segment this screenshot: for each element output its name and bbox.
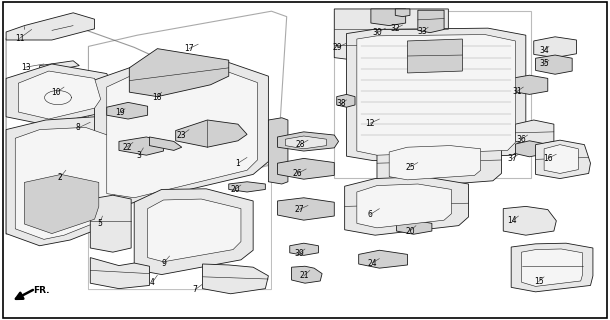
- Text: 7: 7: [193, 285, 198, 294]
- Text: 3: 3: [137, 151, 142, 160]
- Polygon shape: [359, 250, 407, 268]
- Polygon shape: [511, 243, 593, 292]
- Text: 2: 2: [57, 173, 62, 182]
- Text: 39: 39: [294, 249, 304, 258]
- Polygon shape: [229, 182, 265, 192]
- Text: 18: 18: [152, 93, 162, 102]
- Text: 31: 31: [512, 87, 522, 96]
- Text: 34: 34: [539, 46, 549, 55]
- Polygon shape: [176, 120, 247, 147]
- Polygon shape: [15, 127, 115, 239]
- Text: 16: 16: [543, 154, 553, 163]
- Polygon shape: [377, 140, 501, 187]
- Text: 8: 8: [76, 124, 81, 132]
- Text: 33: 33: [417, 28, 427, 36]
- Text: 12: 12: [365, 119, 375, 128]
- Polygon shape: [536, 55, 572, 74]
- Polygon shape: [534, 37, 576, 58]
- Polygon shape: [544, 145, 578, 173]
- Polygon shape: [24, 174, 99, 234]
- Polygon shape: [149, 137, 182, 150]
- Text: 37: 37: [508, 154, 517, 163]
- Polygon shape: [107, 102, 148, 119]
- Text: 27: 27: [294, 205, 304, 214]
- Polygon shape: [371, 9, 406, 26]
- Text: 19: 19: [115, 108, 124, 117]
- Polygon shape: [268, 118, 288, 184]
- Polygon shape: [90, 258, 149, 289]
- Text: 35: 35: [539, 60, 549, 68]
- Text: 22: 22: [122, 143, 132, 152]
- Polygon shape: [129, 49, 229, 97]
- Text: 20: 20: [230, 185, 240, 194]
- Text: 6: 6: [368, 210, 373, 219]
- Polygon shape: [395, 9, 410, 17]
- Polygon shape: [290, 243, 318, 255]
- Text: 17: 17: [184, 44, 194, 53]
- Text: 32: 32: [390, 24, 400, 33]
- Text: 14: 14: [508, 216, 517, 225]
- Polygon shape: [148, 199, 241, 262]
- Text: 11: 11: [15, 34, 24, 43]
- Polygon shape: [511, 75, 548, 94]
- Polygon shape: [278, 158, 334, 179]
- Polygon shape: [357, 184, 451, 228]
- Polygon shape: [292, 266, 322, 283]
- Text: 36: 36: [517, 135, 526, 144]
- Text: 1: 1: [235, 159, 240, 168]
- Text: 26: 26: [293, 169, 303, 178]
- Polygon shape: [203, 264, 268, 294]
- Text: 9: 9: [161, 259, 166, 268]
- Polygon shape: [515, 141, 546, 157]
- Polygon shape: [119, 137, 163, 155]
- Polygon shape: [6, 13, 95, 40]
- Text: 5: 5: [97, 220, 102, 228]
- Text: 15: 15: [534, 277, 544, 286]
- Polygon shape: [18, 71, 101, 119]
- Polygon shape: [503, 206, 556, 235]
- Polygon shape: [418, 10, 444, 33]
- Polygon shape: [389, 146, 481, 180]
- Polygon shape: [107, 69, 257, 198]
- Text: 4: 4: [150, 278, 155, 287]
- Polygon shape: [285, 136, 326, 149]
- Text: 30: 30: [372, 28, 382, 37]
- Polygon shape: [6, 117, 131, 246]
- Text: 21: 21: [299, 271, 309, 280]
- Text: FR.: FR.: [34, 286, 50, 295]
- Polygon shape: [345, 177, 468, 235]
- Text: 20: 20: [405, 227, 415, 236]
- Text: 24: 24: [367, 259, 377, 268]
- Polygon shape: [134, 189, 253, 275]
- Polygon shape: [515, 120, 554, 146]
- Text: 28: 28: [295, 140, 305, 149]
- Text: 38: 38: [337, 100, 346, 108]
- Polygon shape: [407, 39, 462, 73]
- Polygon shape: [536, 140, 590, 179]
- Polygon shape: [334, 9, 448, 61]
- Text: 29: 29: [332, 43, 342, 52]
- Polygon shape: [95, 61, 268, 203]
- Text: 13: 13: [21, 63, 30, 72]
- Polygon shape: [6, 64, 119, 125]
- Polygon shape: [522, 249, 583, 286]
- Polygon shape: [90, 195, 131, 252]
- Polygon shape: [278, 132, 339, 151]
- Polygon shape: [396, 220, 432, 234]
- Text: 25: 25: [405, 163, 415, 172]
- Polygon shape: [346, 28, 526, 161]
- Text: 23: 23: [177, 131, 187, 140]
- Text: 10: 10: [51, 88, 61, 97]
- Polygon shape: [40, 61, 79, 71]
- Polygon shape: [337, 94, 355, 107]
- Polygon shape: [357, 35, 515, 155]
- Polygon shape: [278, 198, 334, 220]
